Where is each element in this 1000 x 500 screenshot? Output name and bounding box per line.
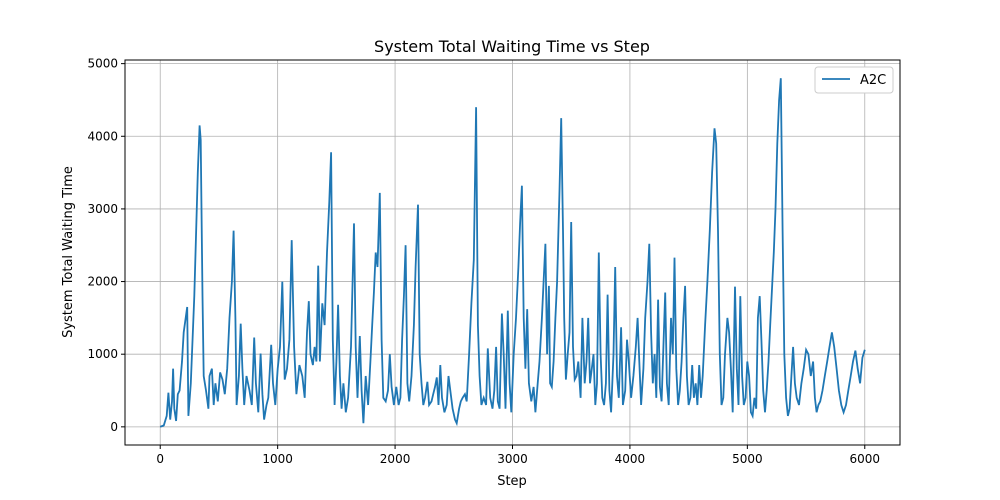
x-axis-title: Step: [497, 474, 527, 489]
chart-title: System Total Waiting Time vs Step: [374, 37, 650, 56]
y-tick-label: 4000: [87, 129, 118, 143]
legend: A2C: [814, 66, 894, 94]
x-tick-label: 3000: [497, 452, 528, 466]
x-tick-label: 1000: [262, 452, 293, 466]
y-tick-label: 1000: [87, 347, 118, 361]
x-tick-label: 2000: [380, 452, 411, 466]
grid: [125, 60, 900, 445]
y-tick-label: 3000: [87, 202, 118, 216]
y-axis-title: System Total Waiting Time: [61, 166, 76, 338]
x-tick-label: 4000: [615, 452, 646, 466]
legend-label-a2c: A2C: [860, 73, 886, 88]
x-tick-label: 5000: [732, 452, 763, 466]
x-axis: 0 1000 2000 3000 4000 5000 6000: [156, 445, 880, 466]
y-axis: 0 1000 2000 3000 4000 5000: [87, 57, 125, 434]
y-tick-label: 5000: [87, 57, 118, 71]
legend-box: [814, 66, 894, 94]
y-tick-label: 2000: [87, 275, 118, 289]
series-line-a2c: [159, 78, 866, 428]
x-tick-label: 6000: [849, 452, 880, 466]
y-tick-label: 0: [110, 420, 118, 434]
x-tick-label: 0: [156, 452, 164, 466]
